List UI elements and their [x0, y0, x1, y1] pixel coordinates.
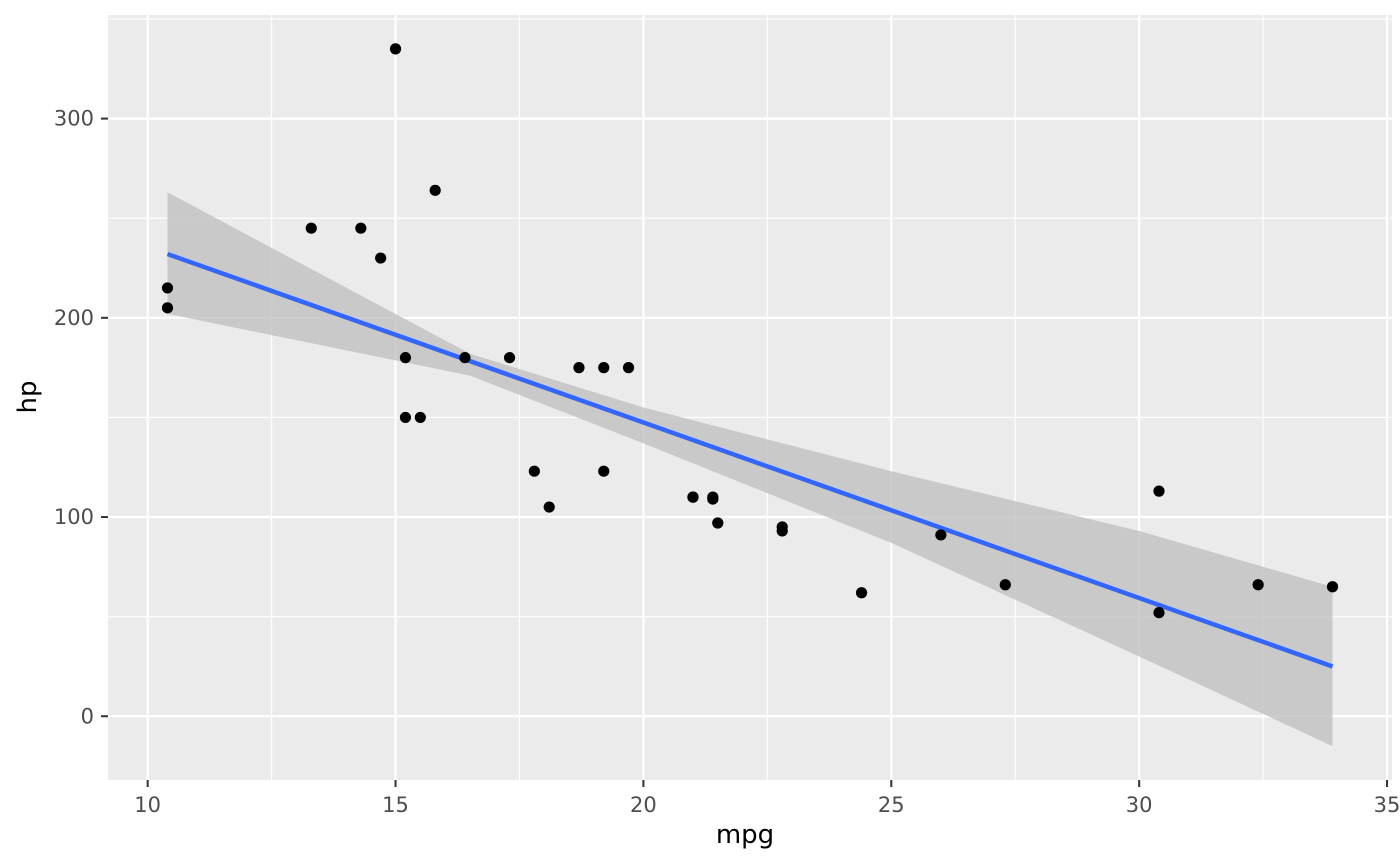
data-point — [573, 362, 585, 374]
data-point — [399, 352, 412, 364]
regression-line — [166, 251, 1334, 669]
data-point — [1326, 581, 1339, 593]
data-point — [999, 579, 1011, 591]
x-tick-label: 35 — [1374, 793, 1400, 817]
data-point — [855, 587, 868, 599]
data-point — [543, 501, 555, 513]
data-point — [429, 184, 441, 196]
data-point — [389, 43, 402, 55]
data-point — [598, 465, 610, 477]
data-point — [1153, 607, 1165, 619]
x-tick-label: 15 — [382, 793, 409, 817]
data-point — [399, 411, 412, 424]
data-point — [459, 352, 471, 364]
data-point — [707, 493, 719, 505]
data-point — [712, 517, 724, 529]
data-point — [375, 252, 387, 264]
data-point — [503, 352, 516, 364]
data-point — [687, 491, 699, 503]
data-points — [161, 43, 1339, 619]
data-point — [622, 362, 635, 374]
data-point — [305, 222, 317, 234]
x-axis-ticks: 10 15 20 25 30 35 — [134, 780, 1400, 817]
data-point — [598, 362, 610, 374]
data-point — [161, 282, 174, 294]
y-axis-ticks: 0 100 200 300 — [54, 107, 108, 728]
x-tick-label: 20 — [630, 793, 657, 817]
data-point — [1153, 485, 1165, 497]
data-point — [414, 411, 426, 424]
x-tick-label: 10 — [134, 793, 161, 817]
fit-line — [166, 251, 1334, 669]
data-point — [528, 465, 540, 477]
y-tick-label: 100 — [54, 505, 94, 529]
y-tick-label: 0 — [81, 704, 94, 728]
data-point — [935, 529, 947, 541]
data-point — [161, 302, 174, 314]
x-tick-label: 25 — [878, 793, 905, 817]
confidence-band-area — [167, 192, 1333, 747]
y-tick-label: 200 — [54, 306, 94, 330]
y-axis-title: hp — [13, 381, 43, 414]
data-point — [776, 521, 788, 533]
data-point — [355, 222, 367, 234]
confidence-band — [167, 192, 1333, 747]
data-point — [1252, 579, 1264, 591]
x-tick-label: 30 — [1126, 793, 1153, 817]
x-axis-title: mpg — [716, 820, 774, 850]
y-tick-label: 300 — [54, 107, 94, 131]
